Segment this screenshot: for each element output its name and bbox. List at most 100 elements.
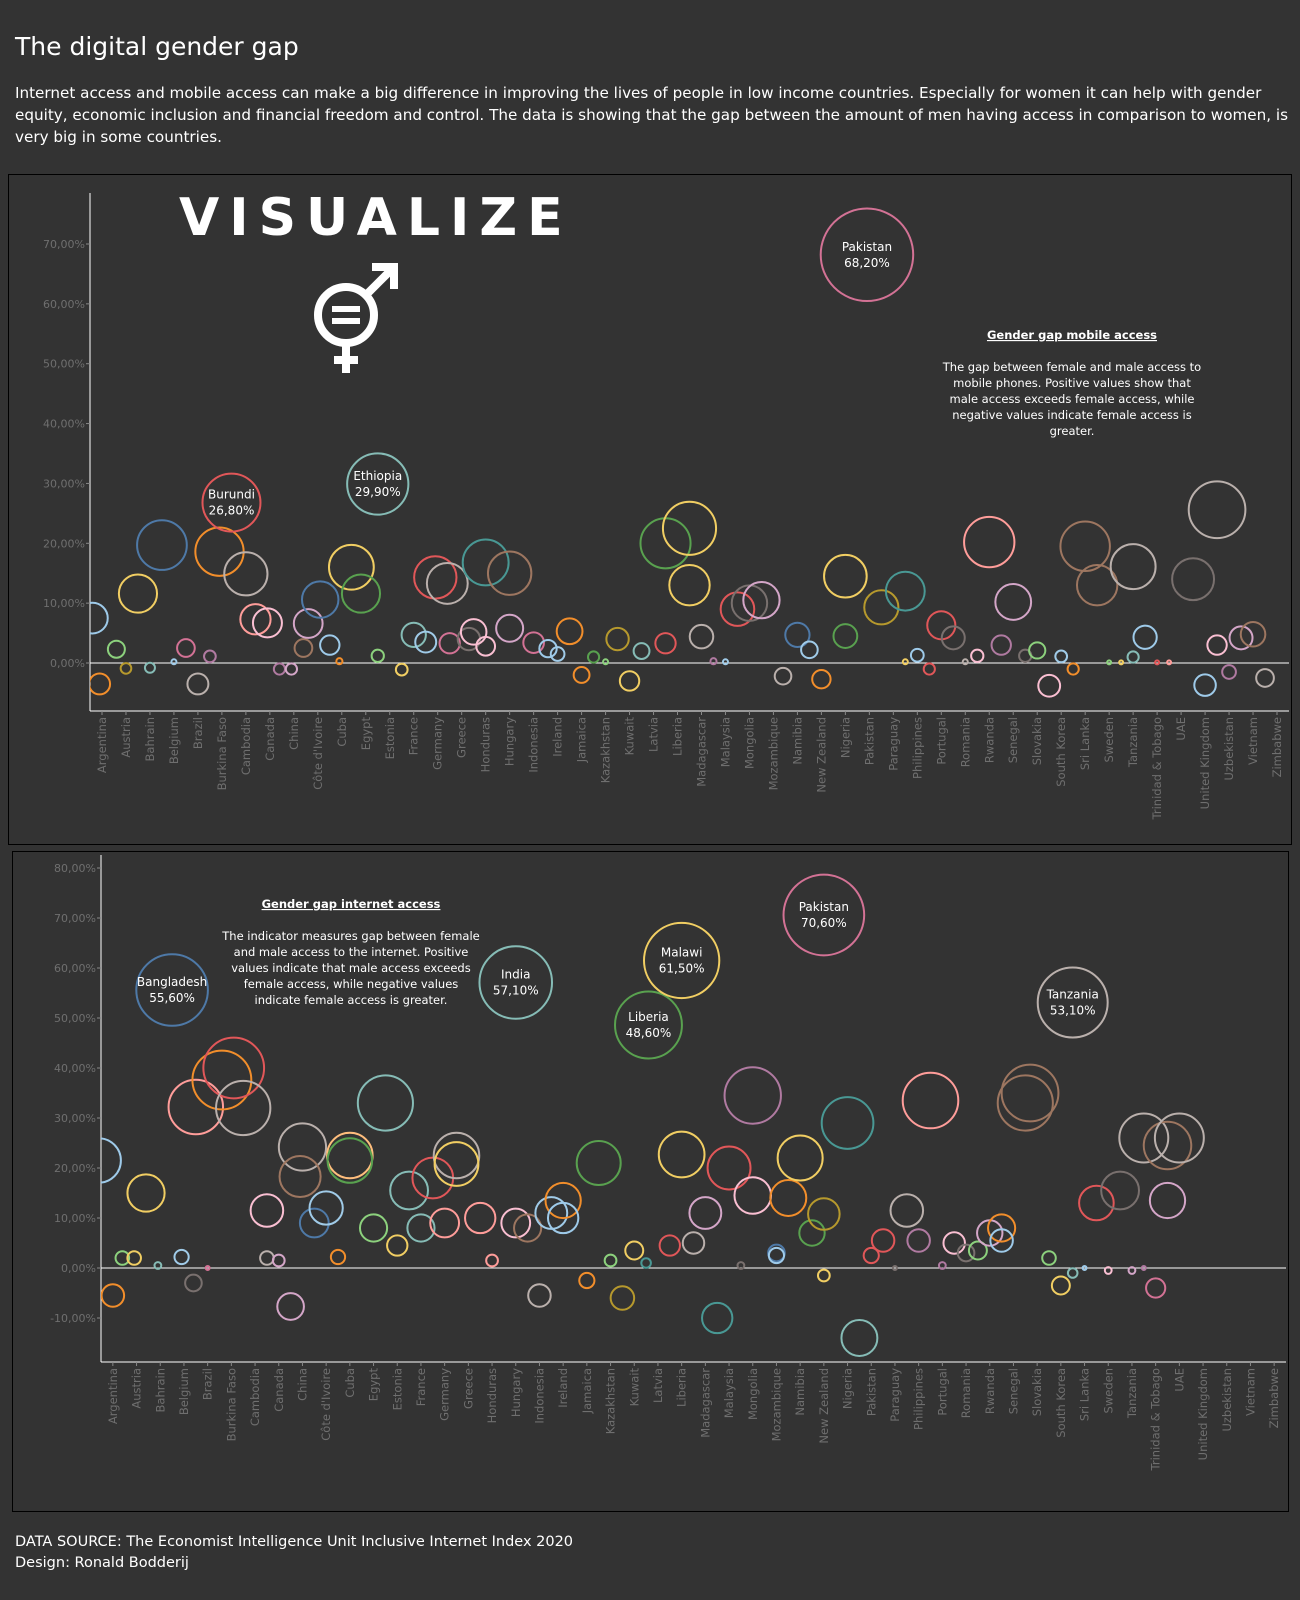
bubble [922,662,936,676]
bubble [1050,1275,1071,1296]
x-tick-label: Brazil [201,1368,215,1400]
bubble [807,1197,841,1231]
bubble [485,1253,499,1268]
x-tick-label: Sri Lanka [1078,1368,1092,1421]
bubble [1148,1181,1187,1220]
x-tick-label: Rwanda [983,1368,997,1414]
bubble [1126,650,1140,664]
x-tick-label: Nigeria [838,717,852,758]
x-tick-label: Portugal [935,1368,949,1416]
bubble [191,1049,253,1111]
y-tick-label: -10,00% [50,1312,96,1325]
bubble [961,658,969,666]
y-tick-label: 40,00% [54,1062,96,1075]
x-tick-label: Indonesia [527,717,541,773]
x-tick-label: Paraguay [886,717,900,771]
bubble [889,1193,925,1228]
bubble [1081,1265,1088,1271]
bubble [106,639,126,659]
x-tick-label: Canada [263,717,277,761]
x-tick-label: Kuwait [623,717,637,756]
x-tick-label: Nigeria [841,1368,855,1409]
x-tick-label: Vietnam [1246,717,1260,765]
bubble [767,1246,786,1265]
x-tick-label: Germany [431,717,445,770]
x-tick-label: France [414,1368,428,1406]
bubble [276,1292,305,1321]
bubble [1142,1120,1193,1171]
bubble [429,1207,461,1239]
bubble [475,635,497,657]
x-tick-label: Slovakia [1030,717,1044,765]
x-tick-label: Liberia [675,1368,689,1407]
bubble [1228,625,1254,651]
x-tick-label: Kazakhstan [604,1368,618,1434]
annotation-text: The indicator measures gap between femal… [221,929,479,1007]
x-tick-label: Pakistan [864,1368,878,1416]
y-tick-label: 0,00% [50,657,85,670]
bubble [709,657,718,666]
bubble [586,650,601,664]
bubble [414,630,438,654]
bubble [298,1207,330,1239]
bubble [996,1074,1054,1132]
bubble [832,623,859,649]
bubble [632,642,651,660]
bubble [117,573,159,614]
page-title: The digital gender gap [15,32,299,61]
bubble [346,452,410,516]
x-tick-label: Ireland [551,717,565,757]
bubble [386,1234,409,1257]
bubble [940,625,966,651]
x-tick-label: Jamaica [575,717,589,763]
x-tick-label: Romania [958,717,972,767]
bubble [901,658,909,666]
bubble [668,563,711,607]
x-tick-label: Argentina [95,717,109,773]
bubble [906,1228,931,1253]
x-tick-label: Portugal [934,717,948,765]
gender-equality-icon [314,263,398,373]
bubble [167,1078,225,1136]
y-tick-label: 0,00% [61,1262,96,1275]
x-tick-label: Paraguay [888,1368,902,1422]
x-tick-label: Greece [461,1368,475,1409]
bubble-value-label: 48,60% [626,1026,672,1040]
bubble [1154,659,1161,666]
bubble [614,990,683,1060]
bubble [661,500,718,556]
bubble [259,1250,275,1266]
bubble [742,581,781,620]
x-tick-label: Egypt [367,1368,381,1402]
bubble-country-label: Tanzania [1046,988,1099,1002]
bubble [823,553,868,599]
y-tick-label: 60,00% [43,298,85,311]
x-tick-label: Argentina [106,1368,120,1424]
y-tick-label: 20,00% [43,537,85,550]
bubble-country-label: Ethiopia [353,469,402,483]
bubble [202,1036,266,1100]
bubble [308,1190,344,1226]
visualize-logo: VISUALIZE [179,188,573,248]
bubble [1132,624,1158,650]
bubble [782,873,866,957]
x-tick-label: Egypt [359,717,373,751]
bubble [1103,1266,1113,1275]
bubble [538,638,558,659]
x-tick-label: Austria [130,1368,144,1409]
bubble [1239,620,1267,648]
y-tick-label: 50,00% [54,1012,96,1025]
bubble-value-label: 55,60% [149,991,195,1005]
bubble [251,607,283,639]
x-tick-label: Kazakhstan [599,717,613,783]
bubble [840,1319,879,1357]
x-tick-label: UAE [1174,717,1188,741]
bubble [798,1219,826,1247]
bubble [126,1250,142,1266]
bubble [1127,1266,1137,1275]
bubble [956,1243,976,1263]
bubble-value-label: 53,10% [1050,1004,1096,1018]
bubble [271,1253,286,1268]
bubble [1118,1112,1170,1164]
bubble [719,591,756,627]
